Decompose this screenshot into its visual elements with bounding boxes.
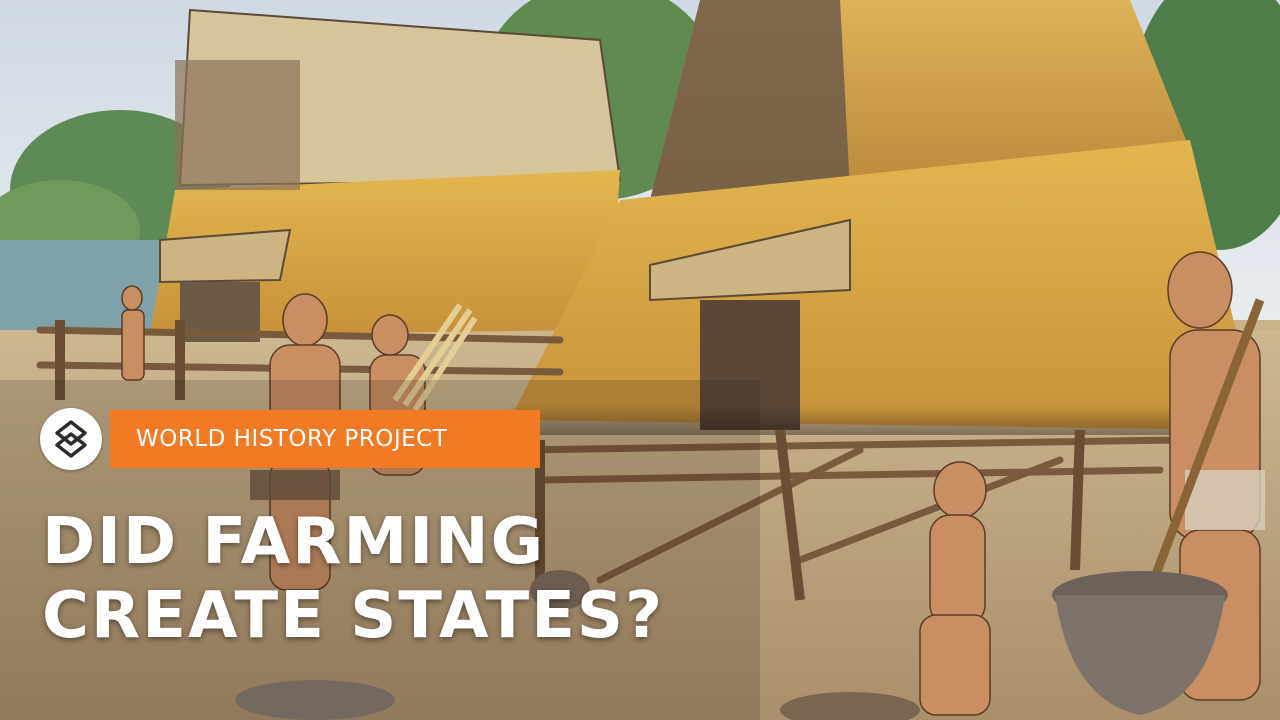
world-history-project-logo-icon (40, 408, 102, 470)
title-line-2: CREATE STATES? (42, 579, 665, 653)
video-title: DID FARMING CREATE STATES? (42, 505, 742, 653)
title-line-1: DID FARMING (42, 505, 546, 579)
channel-badge: WORLD HISTORY PROJECT (40, 408, 540, 470)
channel-label: WORLD HISTORY PROJECT (110, 410, 540, 468)
